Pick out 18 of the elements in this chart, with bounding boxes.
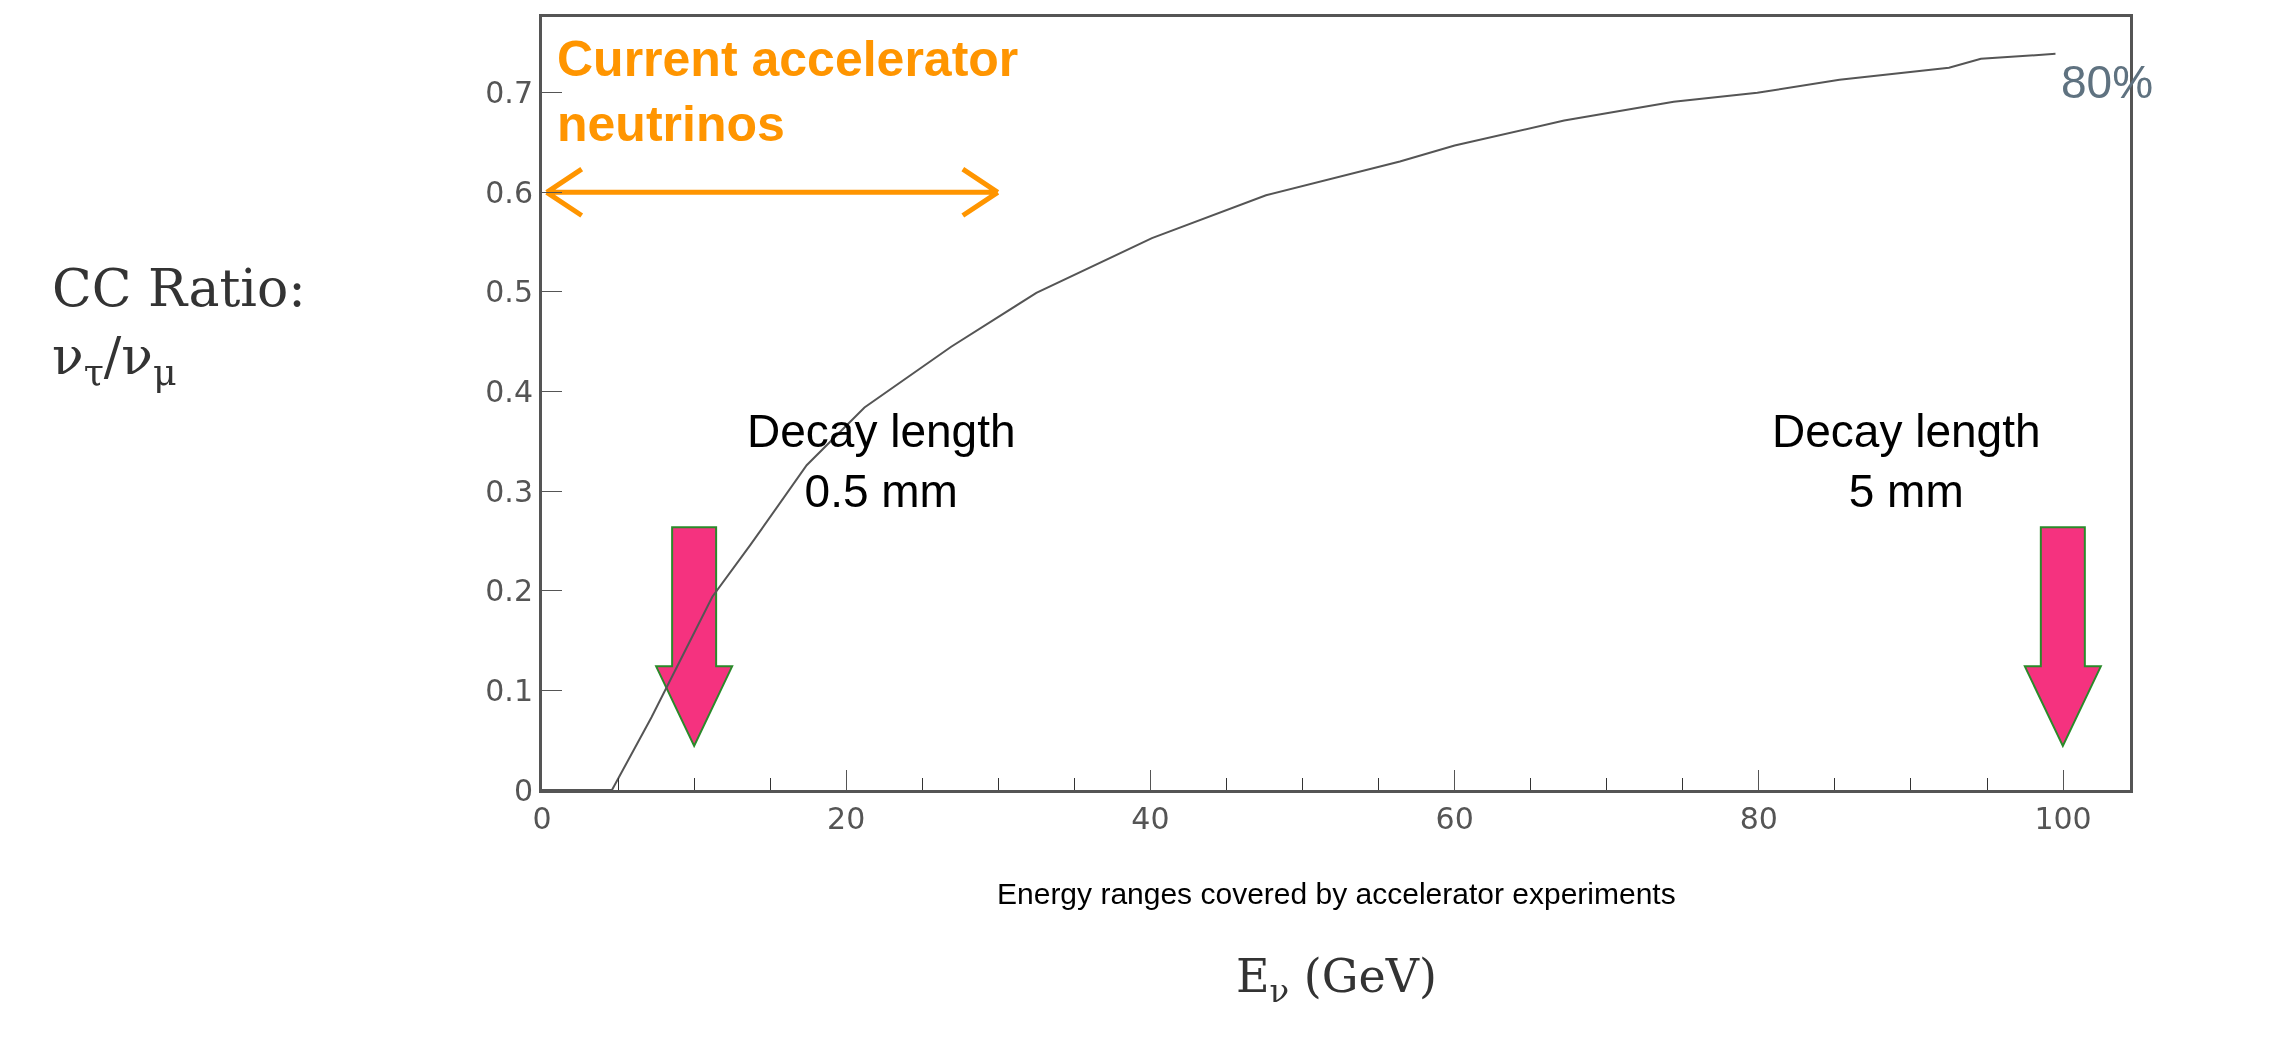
y-tick-label: 0.4 bbox=[485, 374, 533, 410]
y-tick-label: 0.7 bbox=[485, 75, 533, 111]
y-tick-label: 0.5 bbox=[485, 274, 533, 310]
x-tick-label: 60 bbox=[1435, 801, 1474, 836]
y-tick-label: 0 bbox=[513, 772, 533, 808]
x-tick-label: 100 bbox=[2034, 801, 2092, 836]
y-tick-label: 0.2 bbox=[485, 573, 533, 609]
y-tick-label: 0.6 bbox=[485, 174, 533, 210]
x-tick-label: 80 bbox=[1739, 801, 1778, 836]
annotation: Current accelerator neutrinos bbox=[557, 31, 1019, 152]
annotation: Decay length 5 mm bbox=[1772, 405, 2041, 517]
y-tick-label: 0.3 bbox=[485, 473, 533, 509]
x-axis-title: E$_{ν}$ (GeV) bbox=[1236, 949, 1437, 1010]
x-tick-label: 20 bbox=[827, 801, 866, 836]
y-tick-label: 0.1 bbox=[485, 672, 533, 708]
y-axis-title: CC Ratio: ν$_{τ}$/ν$_{μ}$ bbox=[52, 258, 306, 394]
text: Energy ranges covered by accelerator experiments bbox=[997, 877, 1676, 910]
x-tick-label: 40 bbox=[1131, 801, 1170, 836]
